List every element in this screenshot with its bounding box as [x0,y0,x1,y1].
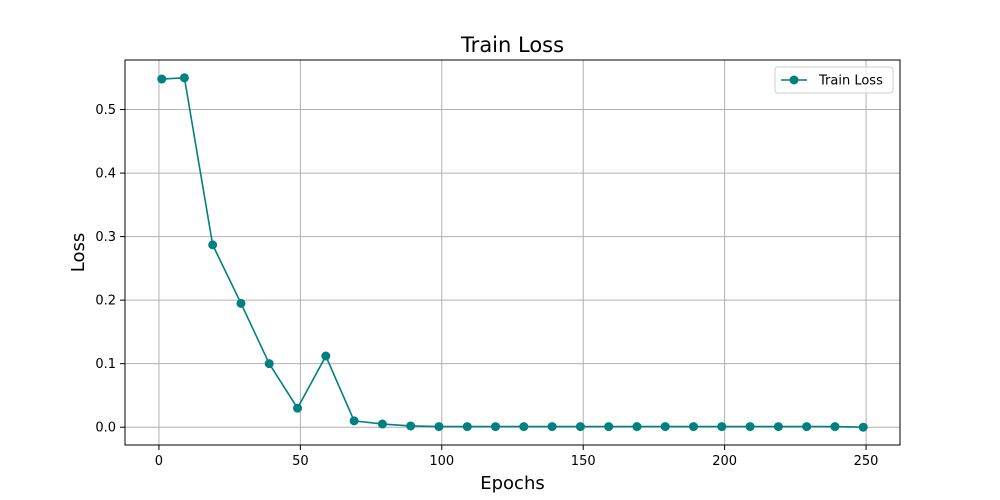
legend-series-marker [789,75,799,85]
data-point [321,351,331,361]
y-tick-label: 0.4 [95,167,116,182]
y-tick-label: 0.1 [95,357,116,372]
legend-box [774,66,894,94]
y-tick-label: 0.5 [95,103,116,118]
data-point [157,74,167,84]
x-tick-label: 200 [712,454,737,469]
data-point [377,419,387,429]
plot-frame [124,59,901,446]
data-point [689,422,699,432]
y-axis-ticks: 0.0 0.1 0.2 0.3 0.4 0.5 [95,103,125,436]
data-point [858,422,868,432]
data-point [575,422,585,432]
x-axis-label: Epochs [480,473,545,494]
x-axis-ticks: 0 50 100 150 200 250 [155,445,879,469]
y-tick-label: 0.3 [95,230,116,245]
x-tick-label: 100 [429,454,454,469]
data-point [547,422,557,432]
data-point [491,422,501,432]
data-point [462,422,472,432]
legend: Train Loss [774,66,894,94]
data-point [349,416,359,426]
data-point [519,422,529,432]
x-tick-label: 150 [571,454,596,469]
series-line-train-loss [161,76,864,429]
x-tick-label: 250 [854,454,879,469]
data-point [236,298,246,308]
legend-entry-train-loss: Train Loss [818,74,883,89]
data-point [434,422,444,432]
data-point [632,422,642,432]
y-tick-label: 0.2 [95,294,116,309]
data-point [660,422,670,432]
data-point [293,403,303,413]
data-point [802,422,812,432]
data-point [773,422,783,432]
chart-title: Train Loss [460,33,564,57]
data-point [264,359,274,369]
y-axis-label: Loss [68,233,89,272]
data-point [179,73,189,83]
series-layer [157,73,868,432]
data-point [745,422,755,432]
data-point [830,422,840,432]
x-tick-label: 0 [155,454,163,469]
data-point [717,422,727,432]
data-point [208,240,218,250]
data-point [604,422,614,432]
y-tick-label: 0.0 [95,421,116,436]
data-point [406,421,416,431]
x-tick-label: 50 [292,454,309,469]
